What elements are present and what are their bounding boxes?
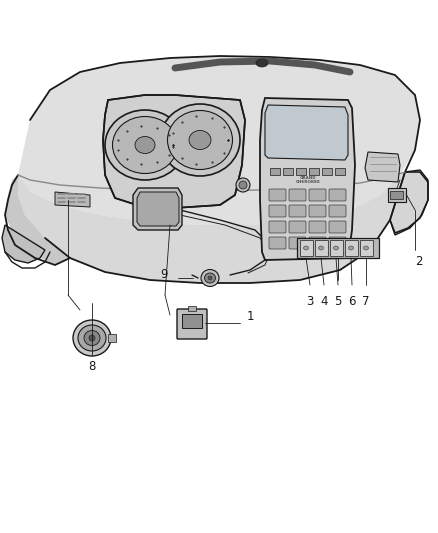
Ellipse shape (89, 335, 95, 341)
Text: 1: 1 (247, 310, 254, 322)
Polygon shape (55, 192, 90, 207)
Polygon shape (2, 225, 45, 263)
Ellipse shape (135, 136, 155, 154)
FancyBboxPatch shape (289, 205, 306, 217)
Text: 9: 9 (160, 269, 168, 281)
Ellipse shape (364, 246, 368, 250)
Polygon shape (5, 175, 70, 265)
Text: 8: 8 (88, 360, 95, 373)
Text: 7: 7 (362, 295, 370, 308)
Text: 3: 3 (306, 295, 314, 308)
Polygon shape (260, 98, 355, 260)
Ellipse shape (256, 59, 268, 67)
Ellipse shape (239, 181, 247, 189)
Bar (309, 168, 319, 175)
Ellipse shape (78, 325, 106, 351)
FancyBboxPatch shape (269, 205, 286, 217)
Ellipse shape (189, 131, 211, 149)
Polygon shape (137, 192, 179, 226)
FancyBboxPatch shape (269, 221, 286, 233)
Bar (330, 240, 343, 256)
Polygon shape (265, 105, 348, 160)
FancyBboxPatch shape (289, 221, 306, 233)
Polygon shape (18, 172, 405, 283)
Ellipse shape (73, 320, 111, 356)
Bar (335, 168, 345, 175)
Bar (390, 191, 403, 199)
FancyBboxPatch shape (309, 237, 326, 249)
FancyBboxPatch shape (289, 237, 306, 249)
FancyBboxPatch shape (329, 221, 346, 233)
Ellipse shape (236, 178, 250, 192)
Ellipse shape (105, 110, 185, 180)
Text: 6: 6 (348, 295, 356, 308)
FancyBboxPatch shape (269, 237, 286, 249)
Ellipse shape (160, 104, 240, 176)
Polygon shape (133, 188, 182, 230)
Bar (108, 334, 116, 342)
Polygon shape (18, 56, 420, 225)
Text: GRAND
CHEROKEE: GRAND CHEROKEE (296, 176, 321, 184)
FancyBboxPatch shape (289, 189, 306, 201)
Bar (296, 168, 306, 175)
Bar (322, 168, 332, 175)
Bar (188, 306, 196, 311)
Bar (270, 168, 280, 175)
FancyBboxPatch shape (309, 221, 326, 233)
Polygon shape (297, 238, 379, 258)
Ellipse shape (208, 276, 212, 280)
Ellipse shape (349, 246, 353, 250)
Ellipse shape (167, 110, 233, 169)
Ellipse shape (201, 270, 219, 287)
Polygon shape (390, 170, 428, 235)
Bar (300, 240, 313, 256)
Text: 5: 5 (334, 295, 342, 308)
Bar (360, 240, 373, 256)
Bar (315, 240, 328, 256)
Text: 4: 4 (320, 295, 328, 308)
Ellipse shape (205, 273, 215, 283)
Ellipse shape (318, 246, 324, 250)
Bar (345, 240, 358, 256)
Polygon shape (365, 152, 400, 182)
Ellipse shape (113, 117, 177, 174)
Bar (388, 188, 406, 202)
Bar (182, 314, 202, 328)
FancyBboxPatch shape (269, 189, 286, 201)
FancyBboxPatch shape (329, 237, 346, 249)
FancyBboxPatch shape (329, 189, 346, 201)
Bar (283, 168, 293, 175)
FancyBboxPatch shape (309, 205, 326, 217)
FancyBboxPatch shape (309, 189, 326, 201)
FancyBboxPatch shape (329, 205, 346, 217)
Ellipse shape (84, 330, 100, 345)
FancyBboxPatch shape (177, 309, 207, 339)
Text: 2: 2 (415, 255, 423, 268)
Ellipse shape (333, 246, 339, 250)
Ellipse shape (304, 246, 308, 250)
Polygon shape (103, 95, 245, 208)
